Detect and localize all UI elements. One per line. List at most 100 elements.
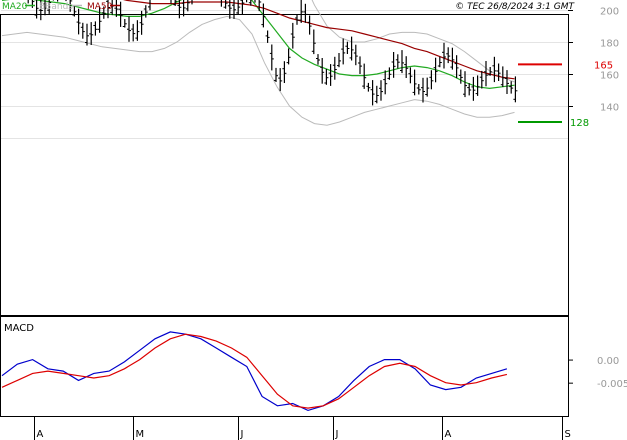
ohlc-bar [337,53,341,68]
ohlc-bar [85,23,89,46]
ohlc-bar [353,44,358,66]
copyright: © TEC 26/8/2024 3:1 GMT [455,2,575,12]
ohlc-bar [442,42,446,69]
x-tick-label-2: J [240,429,244,440]
ohlc-bar [295,14,299,25]
ohlc-bar [299,0,304,23]
ohlc-bar [143,5,148,18]
ohlc-bar [248,0,252,6]
ohlc-bar [232,0,236,19]
ohlc-bar [496,63,501,81]
ohlc-bar [282,61,287,83]
ohlc-bar [416,84,421,95]
ohlc-bar [509,81,514,94]
ohlc-bar [47,0,52,14]
legend: MA20 BBands MA50 [2,2,120,12]
ohlc-bar [274,67,278,82]
ohlc-bar [148,0,151,11]
ohlc-bar [43,0,47,16]
macd-y-axis: 0.00 -0.005 [568,356,627,390]
ohlc-bar [391,52,396,78]
ohlc-bar [65,0,67,2]
legend-ma20: MA20 [2,2,28,12]
ohlc-bar [471,76,476,101]
ohlc-bar [492,56,497,83]
ohlc-bar [433,57,438,83]
ohlc-bar [135,20,140,41]
series-ma20 [1,0,515,90]
ohlc-bar [458,69,463,84]
ohlc-bar [374,85,379,104]
ohlc-bar [328,64,333,86]
ohlc-bar [31,0,35,8]
macd-tick-label-1: -0.005 [597,379,627,390]
price-y-axis: 140160180200220240260280 [568,7,619,114]
ohlc-bar [191,0,193,5]
y-tick-label-200: 200 [600,7,619,18]
ohlc-bars [27,0,518,106]
ohlc-bar [370,80,375,106]
ohlc-bar [258,0,262,12]
ohlc-bar [52,0,55,1]
ohlc-bar [122,19,127,28]
macd-lines [1,331,508,412]
ohlc-bar [34,0,39,19]
ohlc-bar [185,0,190,12]
legend-bbands: BBands [39,2,73,12]
ohlc-bar [488,67,493,76]
series-ma50 [123,0,515,80]
ohlc-bar [114,0,119,17]
ohlc-bar [93,21,98,36]
ohlc-bar [341,38,346,65]
ohlc-bar [500,66,505,87]
ohlc-bar [303,3,308,23]
ohlc-bar [269,44,274,71]
ohlc-bar [379,80,383,101]
ohlc-bar [223,0,228,9]
ohlc-bar [307,15,312,35]
y-tick-label-180: 180 [600,39,619,50]
ohlc-bar [173,0,178,6]
ohlc-bar [358,56,362,74]
series-signal [1,333,508,409]
ohlc-bar [80,22,85,39]
ohlc-bar [316,54,320,65]
ohlc-bar [139,10,144,35]
ohlc-bar [72,6,77,17]
ohlc-bar [429,70,434,90]
ohlc-bar [366,82,371,92]
ohlc-bar [362,63,367,89]
ohlc-bar [475,75,480,96]
ohlc-bar [463,71,467,98]
ohlc-bar [106,0,110,19]
x-tick-label-0: A [37,429,44,440]
ohlc-bar [118,1,123,27]
ohlc-bar [101,6,106,19]
ohlc-bar [479,70,484,89]
ohlc-bar [437,56,442,68]
ohlc-bar [387,67,392,80]
macd-title: MACD [4,323,34,334]
ohlc-bar [513,76,518,103]
ohlc-bar [181,0,186,17]
ohlc-bar [246,0,248,3]
macd-panel [0,316,569,417]
ohlc-bar [332,56,337,80]
ohlc-bar [97,6,102,33]
resistance-label: 165 [594,60,613,71]
ohlc-bar [227,0,232,19]
ohlc-bar [467,83,472,96]
ohlc-bar [240,0,245,15]
ohlc-bar [76,8,81,35]
x-tick-label-1: M [136,429,145,440]
legend-ma50: MA50 [87,2,113,12]
x-tick-label-4: A [445,429,452,440]
ohlc-bar [400,50,404,74]
ohlc-bar [408,67,413,84]
moving-averages [1,0,515,90]
ohlc-bar [290,22,295,49]
ohlc-bar [89,22,94,45]
ohlc-bar [265,30,270,43]
ohlc-bar [446,47,451,64]
